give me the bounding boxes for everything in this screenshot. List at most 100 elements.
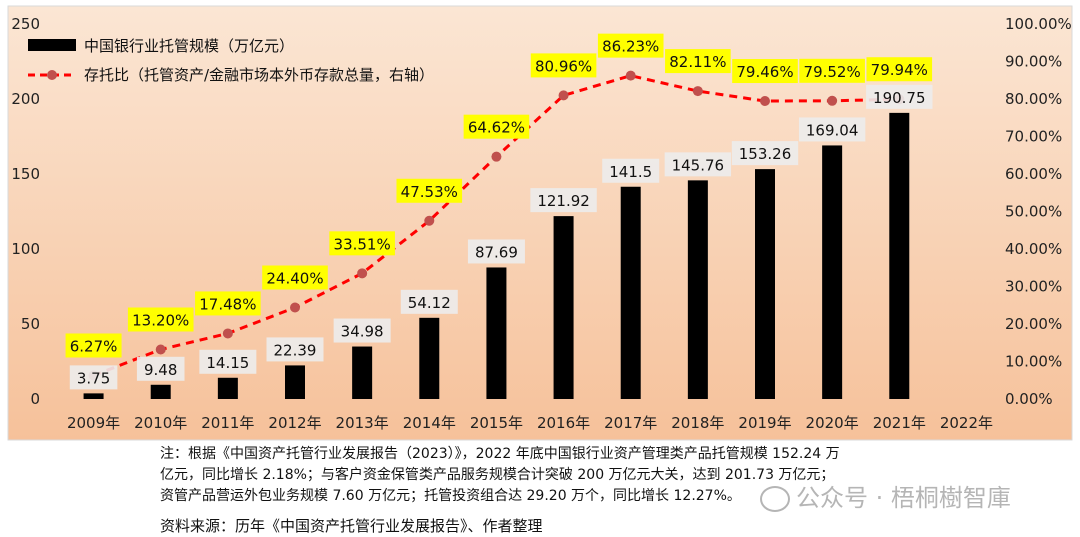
bar-label-bg [333, 318, 391, 343]
y2-tick-label: 50.00% [1005, 203, 1062, 221]
watermark: 公众号 · 梧桐樹智庫 [760, 478, 1011, 513]
line-data-label: 47.53% [401, 183, 458, 201]
bar [822, 145, 843, 399]
line-data-label: 79.52% [804, 63, 861, 81]
line-data-label: 13.20% [132, 312, 189, 330]
line-label-bg [195, 291, 261, 316]
line-data-label: 86.23% [602, 38, 659, 56]
x-tick-label: 2016年 [537, 414, 590, 432]
y-tick-label: 250 [11, 15, 40, 33]
y2-tick-label: 60.00% [1005, 165, 1062, 183]
y-tick-label: 200 [11, 90, 40, 108]
bar-data-label: 190.75 [873, 89, 926, 107]
bar-label-bg [530, 188, 597, 213]
legend: 中国银行业托管规模（万亿元） 存托比（托管资产/金融市场本外币存款总量，右轴） [28, 37, 434, 84]
bar [217, 377, 238, 399]
legend-line-label: 存托比（托管资产/金融市场本外币存款总量，右轴） [84, 66, 434, 84]
bar-data-label: 54.12 [408, 294, 451, 312]
y2-tick-label: 30.00% [1005, 278, 1062, 296]
line-point [222, 328, 233, 339]
line-point [827, 95, 838, 106]
y2-tick-label: 100.00% [1005, 15, 1072, 33]
bar [755, 169, 775, 399]
bar-data-label: 22.39 [274, 341, 317, 359]
line-point [491, 151, 502, 162]
bar [285, 365, 305, 399]
y-tick-label: 50 [21, 315, 40, 333]
bar-label-bg [798, 117, 866, 142]
y2-tick-label: 70.00% [1005, 128, 1062, 146]
y2-tick-label: 40.00% [1005, 240, 1062, 258]
line-label-bg [799, 58, 865, 83]
note-line-2: 亿元，同比增长 2.18%；与客户资金保管类产品服务规模合计突破 200 万亿元… [160, 467, 835, 483]
bar-label-bg [400, 289, 458, 314]
line-point [558, 90, 569, 101]
bar-data-label: 145.76 [672, 156, 725, 174]
bar-label-bg [866, 84, 933, 109]
line-label-bg [866, 57, 933, 82]
bar-label-bg [731, 141, 799, 166]
x-tick-label: 2015年 [470, 414, 523, 432]
line-data-label: 24.40% [266, 270, 323, 288]
line-point [155, 344, 166, 355]
line-label-bg [262, 265, 328, 290]
bar-label-bg [266, 337, 324, 362]
line-label-bg [530, 53, 597, 78]
x-tick-label: 2018年 [671, 414, 724, 432]
line-data-label: 79.46% [736, 63, 793, 81]
x-tick-label: 2017年 [604, 414, 657, 432]
x-tick-label: 2014年 [403, 414, 456, 432]
x-tick-label: 2010年 [134, 414, 187, 432]
bar-label-bg [136, 356, 185, 381]
y2-tick-label: 0.00% [1005, 390, 1053, 408]
source-text: 资料来源：历年《中国资产托管行业发展报告》、作者整理 [160, 517, 543, 535]
x-tick-label: 2012年 [268, 414, 321, 432]
y-tick-label: 0 [30, 390, 40, 408]
right-axis-ticks: 0.00% 10.00% 20.00% 30.00% 40.00% 50.00% 60.00… [1005, 15, 1072, 408]
x-tick-label: 2013年 [336, 414, 389, 432]
y2-tick-label: 80.00% [1005, 90, 1062, 108]
bar [687, 180, 708, 399]
bar-label-bg [664, 152, 732, 177]
line-data-label: 82.11% [669, 53, 726, 71]
bar [553, 216, 574, 399]
bar-data-label: 87.69 [475, 243, 518, 261]
line-label-bg [732, 59, 798, 84]
bar-data-label: 3.75 [77, 369, 110, 387]
line-point [424, 215, 435, 226]
line-data-label: 6.27% [70, 337, 118, 355]
x-tick-label: 2011年 [201, 414, 254, 432]
y-tick-label: 150 [11, 165, 40, 183]
bar-data-labels: 3.75 9.48 14.15 22.39 34.98 54.12 87.69 121.92 1… [69, 84, 933, 390]
line-label-bg [396, 178, 463, 203]
bar-data-label: 9.48 [144, 361, 177, 379]
bar-data-label: 141.5 [609, 163, 652, 181]
note-line-1: 注：根据《中国资产托管行业发展报告（2023）》，2022 年底中国银行业资产管… [160, 446, 840, 462]
line-data-label: 17.48% [199, 295, 256, 313]
line-label-bg [597, 33, 664, 58]
bar-label-bg [69, 365, 118, 390]
bar [83, 393, 104, 399]
watermark-text: 公众号 · 梧桐樹智庫 [796, 484, 1011, 512]
line-data-labels: 6.27% 13.20% 17.48% 24.40% 33.51% 47.53% 64.62… [65, 33, 933, 358]
y2-tick-label: 20.00% [1005, 315, 1062, 333]
bar [486, 267, 507, 399]
y2-tick-label: 90.00% [1005, 53, 1062, 71]
line-label-bg [127, 307, 194, 332]
bar [352, 346, 373, 399]
line-point [625, 70, 636, 81]
note-line-3: 资管产品营运外包业务规模 7.60 万亿元；托管投资组合达 29.20 万个，同… [160, 488, 741, 504]
bar-data-label: 34.98 [341, 323, 384, 341]
wechat-icon [760, 486, 790, 512]
bar [620, 186, 641, 399]
bar-data-label: 169.04 [806, 121, 859, 139]
y2-tick-label: 10.00% [1005, 353, 1062, 371]
chart: 0 50 100 150 200 250 0.00% 10.00% 20.00% 30.00% 4… [7, 5, 1073, 441]
bar-data-label: 14.15 [206, 354, 249, 372]
x-tick-label: 2021年 [873, 414, 926, 432]
legend-line-marker [47, 70, 57, 80]
bar-series [83, 112, 910, 399]
bar-label-bg [467, 239, 525, 264]
line-data-label: 64.62% [468, 119, 525, 137]
line-point [290, 302, 300, 313]
